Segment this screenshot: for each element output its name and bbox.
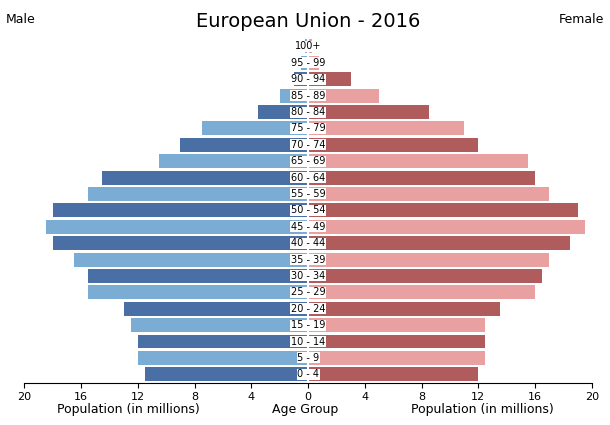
Text: 50 - 54: 50 - 54 bbox=[291, 205, 325, 215]
Text: 75 - 79: 75 - 79 bbox=[291, 123, 325, 133]
Bar bbox=[159, 154, 308, 168]
Text: 85 - 89: 85 - 89 bbox=[291, 91, 325, 101]
Text: 35 - 39: 35 - 39 bbox=[291, 255, 325, 264]
Text: 15 - 19: 15 - 19 bbox=[291, 320, 325, 330]
Bar bbox=[308, 89, 379, 102]
Text: 5 - 9: 5 - 9 bbox=[297, 353, 319, 363]
Text: 10 - 14: 10 - 14 bbox=[291, 337, 325, 346]
Bar bbox=[88, 187, 308, 201]
Bar bbox=[308, 318, 486, 332]
Bar bbox=[301, 56, 308, 70]
Bar bbox=[279, 89, 308, 102]
Text: 90 - 94: 90 - 94 bbox=[291, 74, 325, 84]
Text: 100+: 100+ bbox=[295, 42, 321, 51]
Bar bbox=[308, 204, 578, 217]
Bar bbox=[308, 351, 486, 365]
Title: European Union - 2016: European Union - 2016 bbox=[196, 12, 420, 31]
Bar bbox=[259, 105, 308, 119]
Bar bbox=[88, 269, 308, 283]
Bar bbox=[131, 318, 308, 332]
Text: Population (in millions): Population (in millions) bbox=[57, 403, 199, 416]
Text: 60 - 64: 60 - 64 bbox=[291, 173, 325, 183]
Bar bbox=[138, 351, 308, 365]
Bar bbox=[52, 204, 308, 217]
Bar bbox=[308, 56, 320, 70]
Bar bbox=[308, 138, 478, 152]
Bar bbox=[308, 236, 570, 250]
Bar bbox=[88, 285, 308, 299]
Text: 70 - 74: 70 - 74 bbox=[291, 140, 325, 150]
Text: 0 - 4: 0 - 4 bbox=[297, 369, 319, 379]
Bar bbox=[308, 154, 528, 168]
Text: 40 - 44: 40 - 44 bbox=[291, 238, 325, 248]
Bar bbox=[294, 72, 308, 86]
Bar bbox=[52, 236, 308, 250]
Bar bbox=[308, 367, 478, 381]
Bar bbox=[308, 187, 549, 201]
Bar bbox=[308, 269, 542, 283]
Bar bbox=[308, 285, 535, 299]
Text: Age Group: Age Group bbox=[272, 403, 338, 416]
Bar bbox=[202, 122, 308, 136]
Bar bbox=[138, 334, 308, 348]
Bar bbox=[308, 122, 464, 136]
Bar bbox=[145, 367, 308, 381]
Text: 95 - 99: 95 - 99 bbox=[291, 58, 325, 68]
Text: Population (in millions): Population (in millions) bbox=[411, 403, 553, 416]
Text: Male: Male bbox=[6, 13, 36, 26]
Bar bbox=[124, 302, 308, 316]
Text: 30 - 34: 30 - 34 bbox=[291, 271, 325, 281]
Bar bbox=[308, 40, 312, 54]
Text: 55 - 59: 55 - 59 bbox=[291, 189, 325, 199]
Text: 25 - 29: 25 - 29 bbox=[291, 287, 325, 298]
Bar bbox=[308, 252, 549, 266]
Bar bbox=[46, 220, 308, 234]
Text: Female: Female bbox=[559, 13, 604, 26]
Bar bbox=[74, 252, 308, 266]
Text: 65 - 69: 65 - 69 bbox=[291, 156, 325, 166]
Bar bbox=[308, 105, 429, 119]
Bar bbox=[308, 170, 535, 184]
Bar bbox=[308, 220, 584, 234]
Bar bbox=[308, 334, 486, 348]
Bar bbox=[308, 302, 500, 316]
Bar bbox=[305, 40, 308, 54]
Bar bbox=[102, 170, 308, 184]
Text: 20 - 24: 20 - 24 bbox=[291, 304, 325, 314]
Bar bbox=[181, 138, 308, 152]
Text: 80 - 84: 80 - 84 bbox=[291, 107, 325, 117]
Text: 45 - 49: 45 - 49 bbox=[291, 222, 325, 232]
Bar bbox=[308, 72, 351, 86]
